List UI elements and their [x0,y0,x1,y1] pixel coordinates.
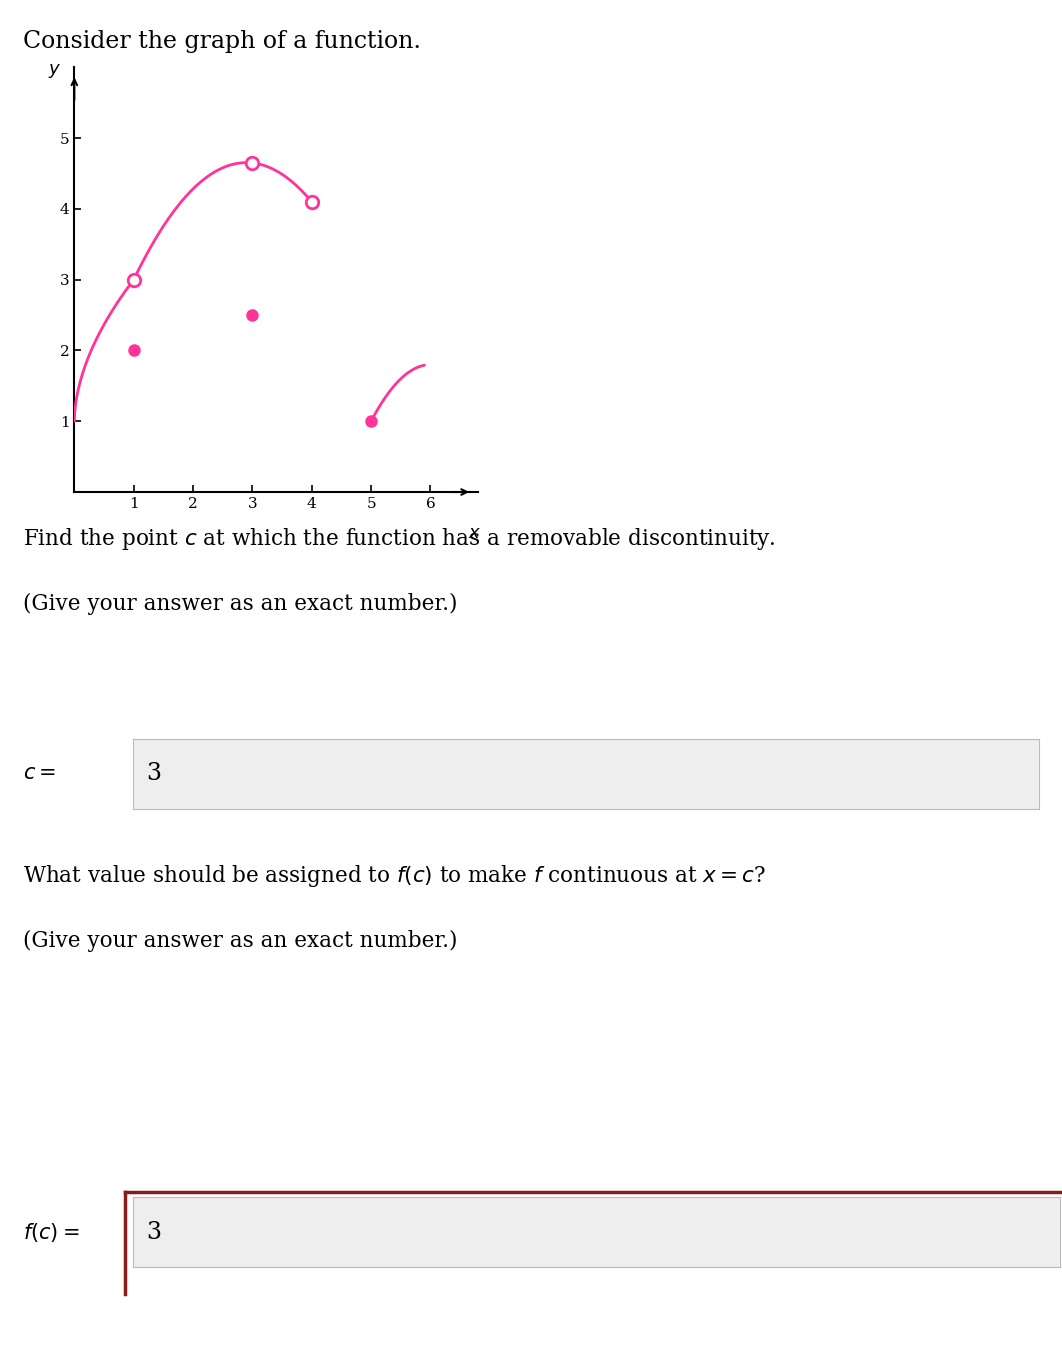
Text: (Give your answer as an exact number.): (Give your answer as an exact number.) [23,593,458,615]
Text: $c =$: $c =$ [23,764,56,783]
Text: What value should be assigned to $f(c)$ to make $f$ continuous at $x = c$?: What value should be assigned to $f(c)$ … [23,863,767,888]
Text: Find the point $c$ at which the function has a removable discontinuity.: Find the point $c$ at which the function… [23,526,776,551]
Text: $y$: $y$ [48,62,62,80]
Text: $f(c) =$: $f(c) =$ [23,1220,80,1244]
Text: (Give your answer as an exact number.): (Give your answer as an exact number.) [23,930,458,952]
Text: 3: 3 [147,1220,161,1244]
Text: $x$: $x$ [468,524,481,542]
Text: Consider the graph of a function.: Consider the graph of a function. [23,30,422,53]
Text: 3: 3 [147,762,161,786]
